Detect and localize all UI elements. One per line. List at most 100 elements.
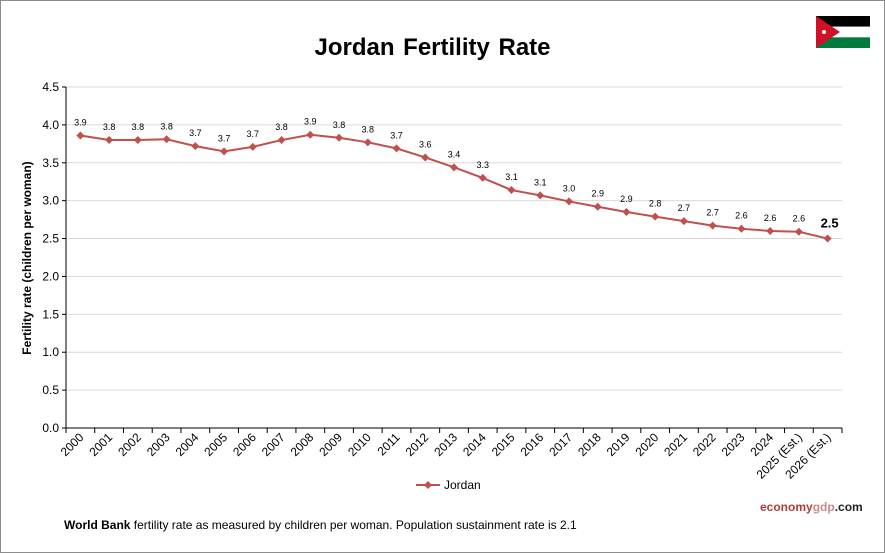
data-point [593, 202, 602, 211]
data-label: 3.4 [448, 149, 461, 159]
data-label: 3.7 [390, 130, 403, 140]
y-tick-label: 3.0 [42, 194, 59, 208]
data-point [679, 217, 688, 226]
data-point [335, 133, 344, 142]
data-point [76, 131, 85, 140]
brand-link[interactable]: economygdp.com [760, 500, 863, 514]
data-point [220, 147, 229, 156]
data-point [708, 221, 717, 230]
x-tick-label: 2008 [288, 430, 317, 459]
grid-lines [66, 86, 842, 391]
x-tick-label: 2012 [403, 430, 432, 459]
data-label: 2.6 [735, 211, 748, 221]
data-point [478, 173, 487, 182]
data-label: 3.3 [476, 160, 489, 170]
jordan-flag-icon [816, 16, 870, 48]
data-label: 2.9 [620, 194, 633, 204]
footnote: World Bank fertility rate as measured by… [64, 518, 577, 532]
y-tick-label: 0.0 [42, 421, 59, 435]
y-tick-label: 4.0 [42, 118, 59, 132]
x-tick-label: 2021 [661, 430, 690, 459]
x-tick-label: 2007 [259, 430, 288, 459]
data-point [766, 226, 775, 235]
x-tick-label: 2018 [575, 430, 604, 459]
data-label: 3.8 [362, 124, 375, 134]
x-tick-label: 2006 [230, 430, 259, 459]
x-tick-label: 2019 [604, 430, 633, 459]
data-label: 2.5 [821, 216, 839, 231]
data-labels: 3.9 3.8 3.8 3.8 3.7 3.7 3.7 3.8 3.9 3.8 3.8 3.7 3.6 3… [74, 117, 839, 231]
series-jordan [76, 130, 832, 243]
data-label: 2.6 [764, 213, 777, 223]
data-point [421, 153, 430, 162]
x-tick-label: 2014 [460, 430, 489, 459]
data-point [392, 144, 401, 153]
data-label: 3.7 [218, 133, 231, 143]
y-axis-label: Fertility rate (children per woman) [20, 161, 34, 354]
data-point [248, 142, 257, 151]
x-tick-label: 2003 [144, 430, 173, 459]
x-tick-label: 2023 [719, 430, 748, 459]
x-tick-label: 2013 [431, 430, 460, 459]
data-label: 3.8 [132, 122, 145, 132]
data-point [737, 224, 746, 233]
legend-marker-icon [416, 481, 440, 489]
data-point [306, 130, 315, 139]
x-tick-label: 2000 [58, 430, 87, 459]
x-tick-label: 2016 [518, 430, 547, 459]
data-point [133, 136, 142, 145]
y-tick-label: 2.0 [42, 269, 59, 283]
y-tick-label: 1.5 [42, 307, 59, 321]
data-label: 3.8 [160, 121, 173, 131]
footnote-text: fertility rate as measured by children p… [130, 518, 577, 532]
data-label: 3.9 [74, 117, 87, 127]
data-label: 2.6 [793, 214, 806, 224]
data-label: 3.8 [333, 120, 346, 130]
data-label: 2.8 [649, 199, 662, 209]
legend: Jordan [416, 476, 481, 494]
data-point [823, 234, 832, 243]
x-tick-label: 2020 [633, 430, 662, 459]
x-tick-label: 2022 [690, 430, 719, 459]
x-tick-label: 2010 [345, 430, 374, 459]
data-label: 3.1 [505, 172, 518, 182]
data-label: 2.7 [678, 203, 691, 213]
data-label: 3.0 [563, 183, 576, 193]
x-tick-label: 2004 [173, 430, 202, 459]
footnote-source: World Bank [64, 518, 131, 532]
data-label: 3.6 [419, 139, 432, 149]
data-point [162, 135, 171, 144]
data-point [794, 227, 803, 236]
x-tick-label: 2017 [546, 430, 575, 459]
data-label: 3.1 [534, 177, 547, 187]
y-tick-label: 4.5 [42, 80, 59, 94]
brand-part-com: .com [834, 500, 863, 514]
data-label: 2.9 [591, 189, 604, 199]
x-tick-label: 2001 [86, 430, 115, 459]
data-label: 3.8 [103, 122, 116, 132]
y-tick-label: 0.5 [42, 383, 59, 397]
x-tick-label: 2011 [374, 430, 402, 458]
data-label: 3.8 [275, 122, 288, 132]
brand-part-gdp: gdp [812, 500, 835, 514]
data-point [450, 163, 458, 172]
y-tick-label: 1.0 [42, 345, 59, 359]
data-label: 2.7 [706, 208, 719, 218]
x-tick-label: 2002 [115, 430, 144, 459]
data-point [363, 138, 372, 147]
data-label: 3.9 [304, 117, 317, 127]
y-tick-label: 2.5 [42, 232, 59, 246]
x-tick-label: 2009 [316, 430, 345, 459]
data-point [191, 142, 200, 151]
data-point [536, 191, 545, 200]
data-point [105, 136, 114, 145]
data-point [622, 208, 631, 217]
legend-label-jordan: Jordan [444, 478, 481, 492]
data-point [564, 197, 573, 206]
data-point [507, 186, 516, 195]
x-tick-label: 2005 [201, 430, 230, 459]
x-tick-label: 2015 [489, 430, 518, 459]
y-tick-label: 3.5 [42, 156, 59, 170]
data-label: 3.7 [189, 128, 202, 138]
